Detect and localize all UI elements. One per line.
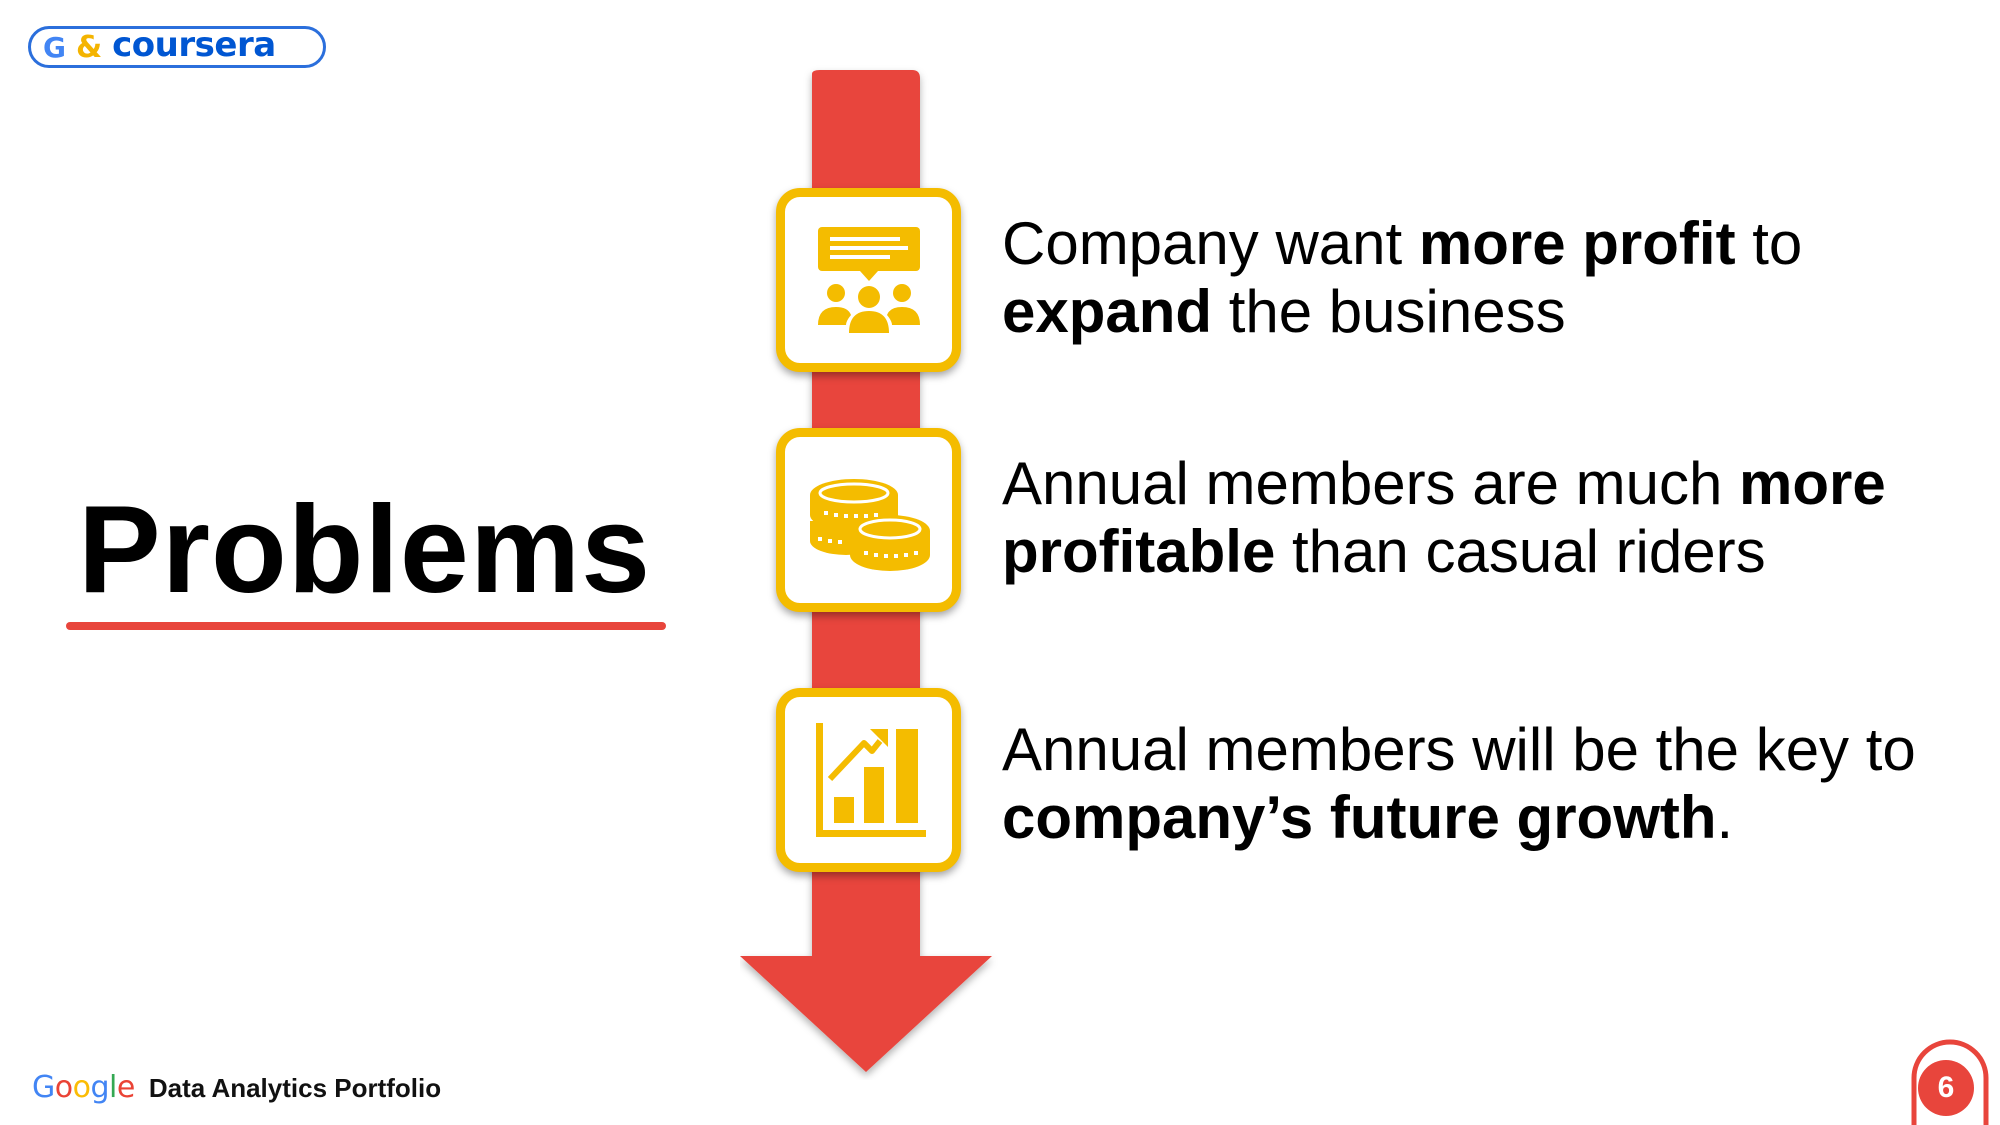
footer: Google Data Analytics Portfolio bbox=[32, 1070, 441, 1105]
item-2-part: Annual members are much bbox=[1002, 450, 1739, 517]
item-3-part: Annual members will be the key to bbox=[1002, 716, 1916, 783]
google-g-icon: G bbox=[43, 30, 66, 64]
people-meeting-icon-box bbox=[776, 188, 961, 372]
growth-chart-icon-box bbox=[776, 688, 961, 872]
google-wordmark: Google bbox=[32, 1070, 135, 1105]
item-3-bold-part: company’s future growth bbox=[1002, 784, 1717, 851]
coursera-wordmark: coursera bbox=[112, 25, 276, 65]
problem-item-1-text: Company want more profit to expand the b… bbox=[1002, 210, 1982, 346]
google-coursera-logo: G & coursera bbox=[28, 25, 326, 68]
item-1-part: Company want bbox=[1002, 210, 1419, 277]
title-underline bbox=[66, 622, 666, 630]
item-2-bold-part: more profitable bbox=[1002, 450, 1886, 585]
item-2-part: than casual riders bbox=[1275, 518, 1766, 585]
growth-chart-icon bbox=[815, 723, 926, 837]
item-3-part: . bbox=[1716, 784, 1734, 851]
people-meeting-icon bbox=[817, 227, 920, 333]
problem-item-2-text: Annual members are much more profitable … bbox=[1002, 450, 1982, 586]
problem-item-3-text: Annual members will be the key to compan… bbox=[1002, 716, 1982, 852]
item-1-part: the business bbox=[1212, 278, 1566, 345]
page-number-ring bbox=[1911, 1039, 1989, 1125]
page-number: 6 bbox=[1918, 1060, 1974, 1116]
item-1-part: to bbox=[1735, 210, 1803, 277]
logo-ampersand: & bbox=[75, 29, 103, 65]
page-title: Problems bbox=[78, 481, 652, 619]
coins-icon-box bbox=[776, 428, 961, 612]
item-1-bold-part: expand bbox=[1002, 278, 1213, 345]
coins-icon bbox=[809, 479, 930, 571]
footer-label: Data Analytics Portfolio bbox=[148, 1073, 442, 1103]
item-1-bold-part: more profit bbox=[1418, 210, 1736, 277]
